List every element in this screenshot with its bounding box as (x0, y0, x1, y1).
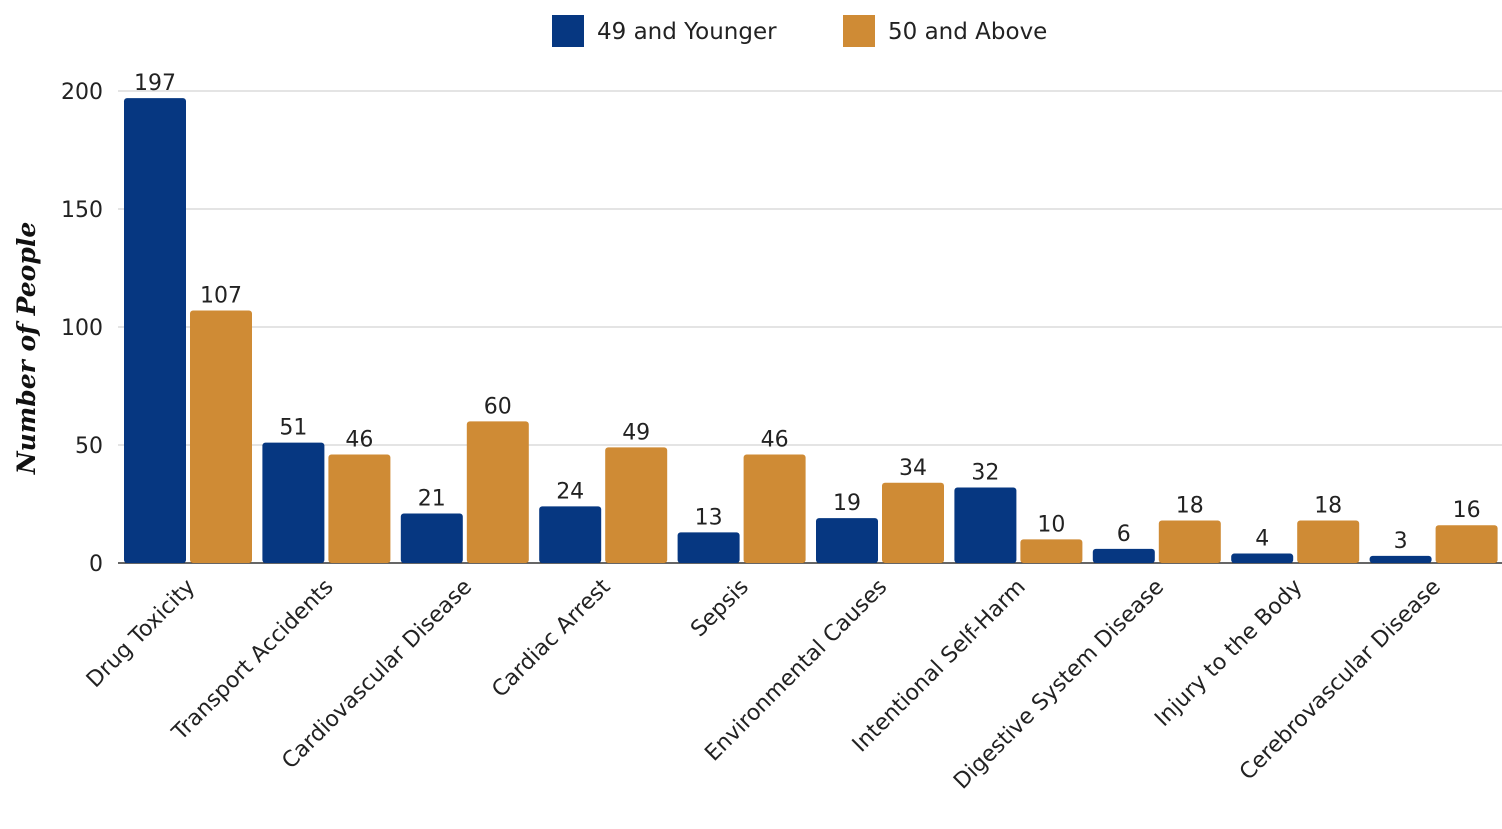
data-label: 16 (1453, 498, 1481, 523)
legend-label: 49 and Younger (597, 19, 777, 45)
data-label: 60 (484, 394, 512, 419)
data-label: 197 (134, 71, 176, 96)
legend-label: 50 and Above (888, 19, 1047, 45)
bar-older (1158, 520, 1221, 563)
bar-younger (677, 532, 740, 563)
bar-older (1435, 525, 1498, 563)
bar-older (328, 454, 391, 563)
data-label: 34 (899, 456, 927, 481)
bar-older (190, 310, 252, 563)
y-tick-label: 100 (61, 316, 103, 341)
bar-older (466, 421, 529, 563)
data-label: 24 (556, 479, 584, 504)
data-label: 18 (1176, 494, 1204, 519)
bar-younger (539, 506, 602, 563)
bar-younger (954, 487, 1017, 563)
data-label: 107 (200, 283, 242, 308)
y-axis-ticks: 0 50 100 150 200 (61, 80, 103, 577)
bar-younger (1092, 548, 1155, 563)
y-axis-label: Number of People (12, 222, 41, 475)
bar-younger (1231, 553, 1294, 563)
legend-swatch (843, 15, 875, 47)
x-category-label: Injury to the Body (1150, 575, 1307, 732)
x-category-label: Cardiac Arrest (487, 574, 615, 702)
bar-older (882, 482, 944, 563)
data-label: 3 (1394, 529, 1408, 554)
data-label: 13 (695, 505, 723, 530)
bar-younger (816, 518, 878, 563)
data-label: 46 (345, 427, 373, 452)
bar-older (605, 447, 668, 563)
data-label: 10 (1037, 512, 1065, 537)
data-label: 32 (971, 460, 999, 485)
data-label: 6 (1117, 522, 1131, 547)
data-label: 18 (1314, 494, 1342, 519)
data-label: 19 (833, 491, 861, 516)
bar-older (1297, 520, 1360, 563)
gridlines (118, 90, 1502, 564)
x-category-label: Drug Toxicity (82, 575, 200, 693)
y-tick-label: 150 (61, 198, 103, 223)
bar-younger (124, 98, 186, 563)
data-label: 49 (622, 420, 650, 445)
bar-older (743, 454, 806, 563)
bar-younger (1369, 555, 1432, 563)
legend: 49 and Younger 50 and Above (552, 15, 1047, 47)
bar-younger (262, 442, 325, 563)
data-labels: 197 107 51 46 21 60 24 49 13 46 19 34 32 10 6 18 4 18 3 16 (134, 71, 1481, 554)
x-category-label: Sepsis (686, 575, 754, 643)
y-tick-label: 0 (89, 552, 103, 577)
data-label: 51 (279, 416, 307, 441)
data-label: 46 (761, 427, 789, 452)
bar-older (1020, 539, 1083, 563)
legend-swatch (552, 15, 584, 47)
data-label: 4 (1255, 527, 1269, 552)
y-tick-label: 200 (61, 80, 103, 105)
y-tick-label: 50 (75, 434, 103, 459)
bars (124, 98, 1498, 563)
data-label: 21 (418, 486, 446, 511)
bar-younger (400, 513, 463, 563)
